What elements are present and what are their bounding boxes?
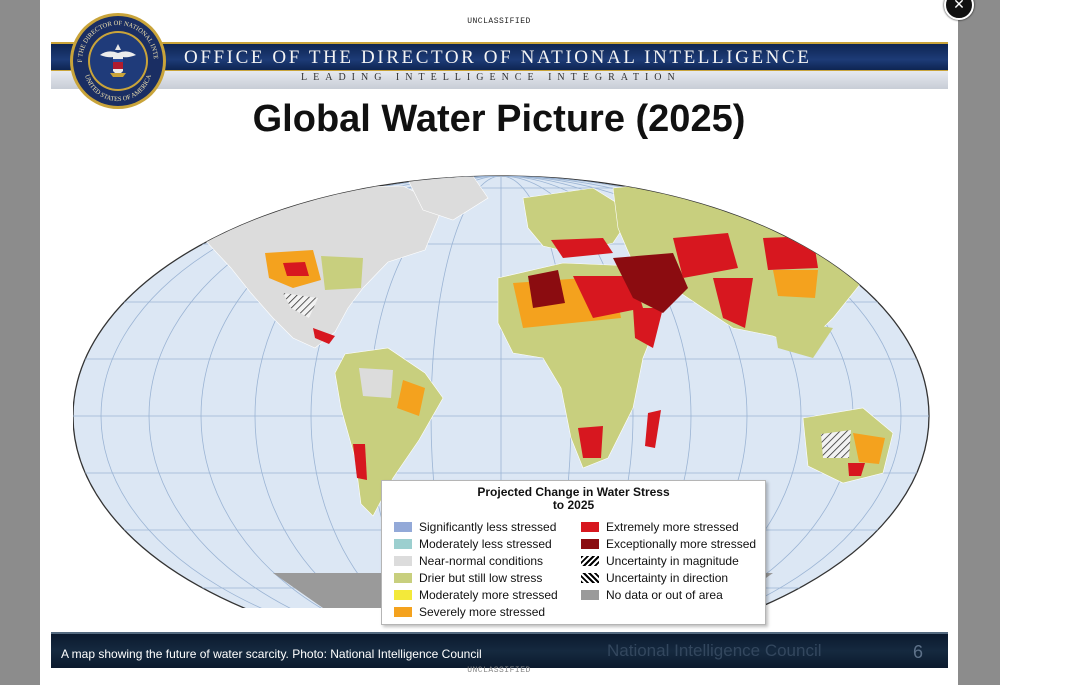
legend-title-line2: to 2025: [552, 498, 595, 512]
legend-item: Uncertainty in magnitude: [581, 552, 756, 569]
land-australia-south: [848, 463, 865, 476]
legend-swatch-hatch: [581, 572, 599, 583]
banner-title: OFFICE OF THE DIRECTOR OF NATIONAL INTEL…: [184, 47, 812, 68]
legend-swatch: [394, 606, 412, 617]
viewer-backdrop-right: [958, 0, 1000, 685]
land-mediterranean: [551, 238, 613, 258]
land-andes: [353, 444, 367, 480]
legend-swatch: [394, 521, 412, 532]
land-central-america: [313, 328, 335, 344]
legend-label: Severely more stressed: [419, 604, 546, 619]
footer-organization: National Intelligence Council: [607, 641, 822, 660]
land-horn-africa: [633, 308, 663, 348]
legend-item: Drier but still low stress: [394, 569, 558, 586]
legend-swatch: [394, 572, 412, 583]
legend-column-right: Extremely more stressed Exceptionally mo…: [581, 518, 756, 603]
legend-label: Significantly less stressed: [419, 519, 557, 534]
land-amazon: [359, 368, 393, 398]
legend-item: Significantly less stressed: [394, 518, 558, 535]
banner-subtitle: LEADING INTELLIGENCE INTEGRATION: [301, 72, 681, 83]
eagle-icon: [100, 44, 136, 77]
odni-banner: OFFICE OF THE DIRECTOR OF NATIONAL INTEL…: [51, 42, 948, 90]
legend-label: Moderately less stressed: [419, 536, 552, 551]
legend-swatch: [581, 589, 599, 600]
land-madagascar: [645, 410, 661, 448]
legend-label: Near-normal conditions: [419, 553, 544, 568]
land-mexico: [283, 293, 318, 318]
land-southeast-asia: [773, 318, 833, 358]
land-brazil-east: [397, 380, 425, 416]
classification-marking-top: UNCLASSIFIED: [467, 17, 531, 26]
legend-title: Projected Change in Water Stress to 2025: [382, 486, 765, 512]
legend-item: Near-normal conditions: [394, 552, 558, 569]
legend-item: No data or out of area: [581, 586, 756, 603]
legend-label: Moderately more stressed: [419, 587, 558, 602]
slide-page-number: 6: [913, 642, 924, 662]
world-water-stress-map: [73, 175, 930, 608]
legend-swatch: [394, 538, 412, 549]
banner-subtitle-bar: LEADING INTELLIGENCE INTEGRATION: [51, 71, 948, 89]
legend-title-line1: Projected Change in Water Stress: [477, 485, 670, 499]
legend-item: Extremely more stressed: [581, 518, 756, 535]
legend-label: Extremely more stressed: [606, 519, 739, 534]
legend-item: Moderately less stressed: [394, 535, 558, 552]
legend-swatch-hatch: [581, 555, 599, 566]
land-southern-africa: [578, 426, 603, 458]
legend-item: Uncertainty in direction: [581, 569, 756, 586]
legend-label: Uncertainty in direction: [606, 570, 729, 585]
legend-label: Drier but still low stress: [419, 570, 543, 585]
land-us-east: [321, 256, 363, 290]
banner-title-bar: OFFICE OF THE DIRECTOR OF NATIONAL INTEL…: [51, 42, 948, 72]
close-icon: ✕: [953, 0, 965, 13]
odni-seal: OFFICE OF THE DIRECTOR OF NATIONAL INTEL…: [68, 11, 166, 109]
page-background: [1000, 0, 1080, 685]
land-central-asia: [673, 233, 738, 278]
legend-item: Severely more stressed: [394, 603, 558, 620]
legend-column-left: Significantly less stressed Moderately l…: [394, 518, 558, 620]
viewer-backdrop-left: [0, 0, 40, 685]
legend-label: Uncertainty in magnitude: [606, 553, 739, 568]
land-north-africa: [528, 270, 565, 308]
land-us-southwest: [283, 262, 309, 276]
legend-label: Exceptionally more stressed: [606, 536, 757, 551]
close-button[interactable]: ✕: [944, 0, 974, 20]
legend-item: Moderately more stressed: [394, 586, 558, 603]
legend-item: Exceptionally more stressed: [581, 535, 756, 552]
legend-swatch: [394, 555, 412, 566]
land-east-china: [773, 270, 818, 298]
legend-label: No data or out of area: [606, 587, 723, 602]
legend-swatch: [581, 538, 599, 549]
photo-caption: A map showing the future of water scarci…: [61, 647, 482, 661]
legend-swatch: [394, 589, 412, 600]
classification-marking-bottom: UNCLASSIFIED: [467, 666, 531, 675]
legend-swatch: [581, 521, 599, 532]
land-australia-east: [853, 433, 885, 464]
slide-image: UNCLASSIFIED OFFICE OF THE DIRECTOR OF N…: [40, 0, 958, 685]
land-sahel: [573, 276, 643, 318]
land-australia-interior: [821, 430, 851, 458]
land-middle-east: [613, 253, 688, 313]
map-legend: Projected Change in Water Stress to 2025…: [381, 480, 766, 625]
land-south-asia: [713, 278, 753, 328]
footer-bar: A map showing the future of water scarci…: [51, 632, 948, 668]
land-china: [763, 236, 818, 270]
slide-title: Global Water Picture (2025): [252, 98, 746, 140]
